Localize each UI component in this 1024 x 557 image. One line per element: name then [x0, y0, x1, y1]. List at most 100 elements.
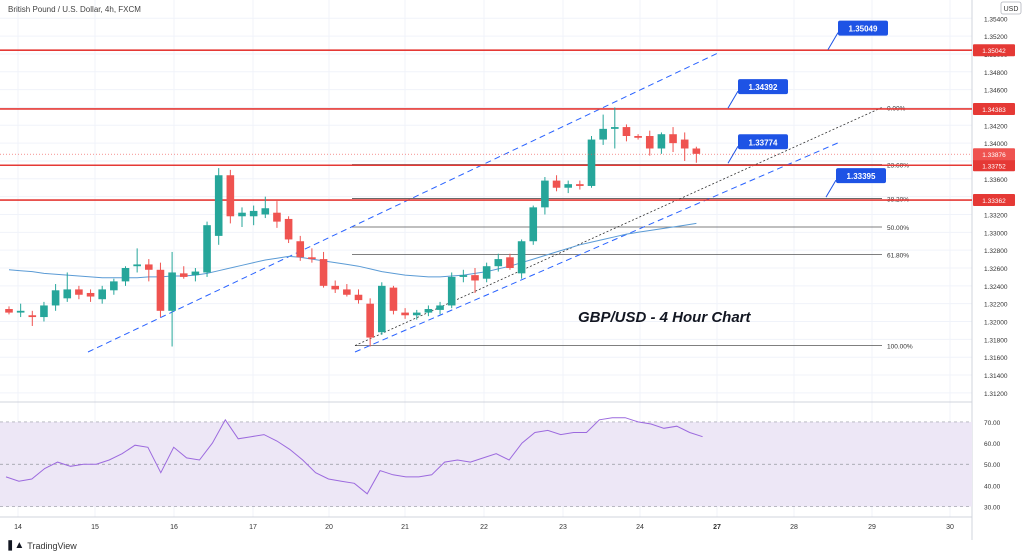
candle: [168, 251, 176, 347]
candle-body: [273, 212, 281, 222]
price-tick-label: 1.31200: [984, 391, 1008, 398]
price-tick-label: 1.32600: [984, 266, 1008, 273]
price-callouts: 1.35049 1.34392 1.33774 1.33395: [727, 20, 888, 198]
callout-box: [738, 79, 788, 95]
candle-body: [296, 241, 305, 258]
fib-level-label: 50.00%: [887, 225, 909, 232]
candle-body: [110, 281, 118, 291]
price-callout: 1.33395: [825, 168, 886, 198]
candle: [308, 248, 316, 263]
candle-body: [517, 241, 526, 274]
current-price-bg: [973, 148, 1015, 161]
candle: [28, 310, 37, 326]
candle-body: [28, 315, 37, 318]
candle-body: [389, 287, 398, 311]
candle-body: [482, 266, 491, 279]
level-price-tag: 1.34383: [973, 102, 1015, 115]
candle-body: [308, 257, 316, 260]
candle: [284, 216, 293, 244]
candle-body: [494, 259, 503, 267]
candle: [191, 268, 200, 282]
time-tick-label: 22: [480, 524, 488, 531]
time-axis[interactable]: 14 15 16 17 20 21 22 23 24 27 28 29 30: [14, 524, 954, 531]
candle-body: [378, 285, 386, 333]
candle: [156, 262, 165, 318]
callout-pointer: [827, 32, 839, 50]
time-tick-label: 14: [14, 524, 22, 531]
candle: [669, 127, 677, 153]
candle-body: [599, 128, 607, 140]
candle-body: [424, 309, 433, 313]
candle: [401, 308, 409, 319]
candle-body: [121, 268, 130, 282]
candle: [179, 266, 188, 279]
time-tick-label: 23: [559, 524, 567, 531]
tv-logo-text: TradingView: [27, 540, 77, 551]
candle: [238, 207, 246, 227]
price-tick-label: 1.34600: [984, 88, 1008, 95]
candle: [692, 146, 701, 163]
candle-body: [156, 269, 165, 311]
candle-body: [16, 310, 25, 313]
time-tick-label: 28: [790, 524, 798, 531]
candle: [249, 205, 258, 226]
candle: [378, 282, 386, 335]
candle: [564, 180, 572, 194]
price-callout: 1.34392: [727, 79, 788, 109]
candle: [622, 124, 631, 142]
candle: [366, 298, 374, 347]
tradingview-logo[interactable]: ❚▲ TradingView: [6, 540, 77, 551]
chart-watermark: GBP/USD - 4 Hour Chart: [578, 309, 752, 326]
time-tick-label: 16: [170, 524, 178, 531]
candle: [133, 248, 141, 273]
candle-body: [249, 210, 258, 217]
candle: [645, 130, 654, 156]
candle: [611, 107, 619, 149]
candle: [5, 306, 13, 315]
candle: [214, 168, 223, 245]
price-tick-label: 1.32800: [984, 248, 1008, 255]
time-tick-label: 17: [249, 524, 257, 531]
time-tick-label: 24: [636, 524, 644, 531]
candle-body: [354, 294, 363, 301]
candle: [343, 284, 351, 297]
candle-body: [657, 134, 666, 149]
callout-box: [836, 168, 886, 184]
candle-body: [401, 312, 409, 316]
rsi-tick-label: 60.00: [984, 441, 1001, 448]
candle-body: [63, 289, 72, 299]
candle: [471, 268, 479, 293]
callout-pointer: [727, 90, 739, 109]
rsi-tick-label: 30.00: [984, 505, 1001, 512]
rsi-pane: [0, 417, 972, 507]
price-tick-label: 1.35400: [984, 16, 1008, 23]
candle-body: [634, 136, 642, 138]
candle-body: [284, 218, 293, 240]
candle: [447, 272, 456, 309]
candle: [203, 221, 211, 277]
currency-button[interactable]: USD: [1000, 1, 1022, 15]
level-price-tag: 1.33752: [973, 159, 1015, 172]
candle: [424, 305, 433, 317]
fib-level-label: 100.00%: [887, 344, 913, 351]
price-axis[interactable]: 1.354001.352001.350001.348001.346001.344…: [0, 16, 1015, 398]
candle-body: [529, 207, 538, 242]
price-tick-label: 1.34800: [984, 70, 1008, 77]
candle: [459, 269, 468, 283]
candle-body: [261, 208, 270, 215]
rsi-tick-label: 40.00: [984, 483, 1001, 490]
candle: [319, 251, 328, 288]
rsi-tick-label: 70.00: [984, 420, 1001, 427]
candle-body: [587, 139, 596, 186]
candle-body: [179, 273, 188, 277]
price-tick-label: 1.35200: [984, 34, 1008, 41]
candle: [16, 303, 25, 318]
callout-pointer: [825, 179, 837, 198]
price-tick-label: 1.33600: [984, 177, 1008, 184]
candle: [587, 136, 596, 188]
candle: [75, 285, 83, 300]
candle-body: [541, 180, 549, 208]
candle: [51, 284, 60, 311]
candle: [529, 205, 538, 245]
